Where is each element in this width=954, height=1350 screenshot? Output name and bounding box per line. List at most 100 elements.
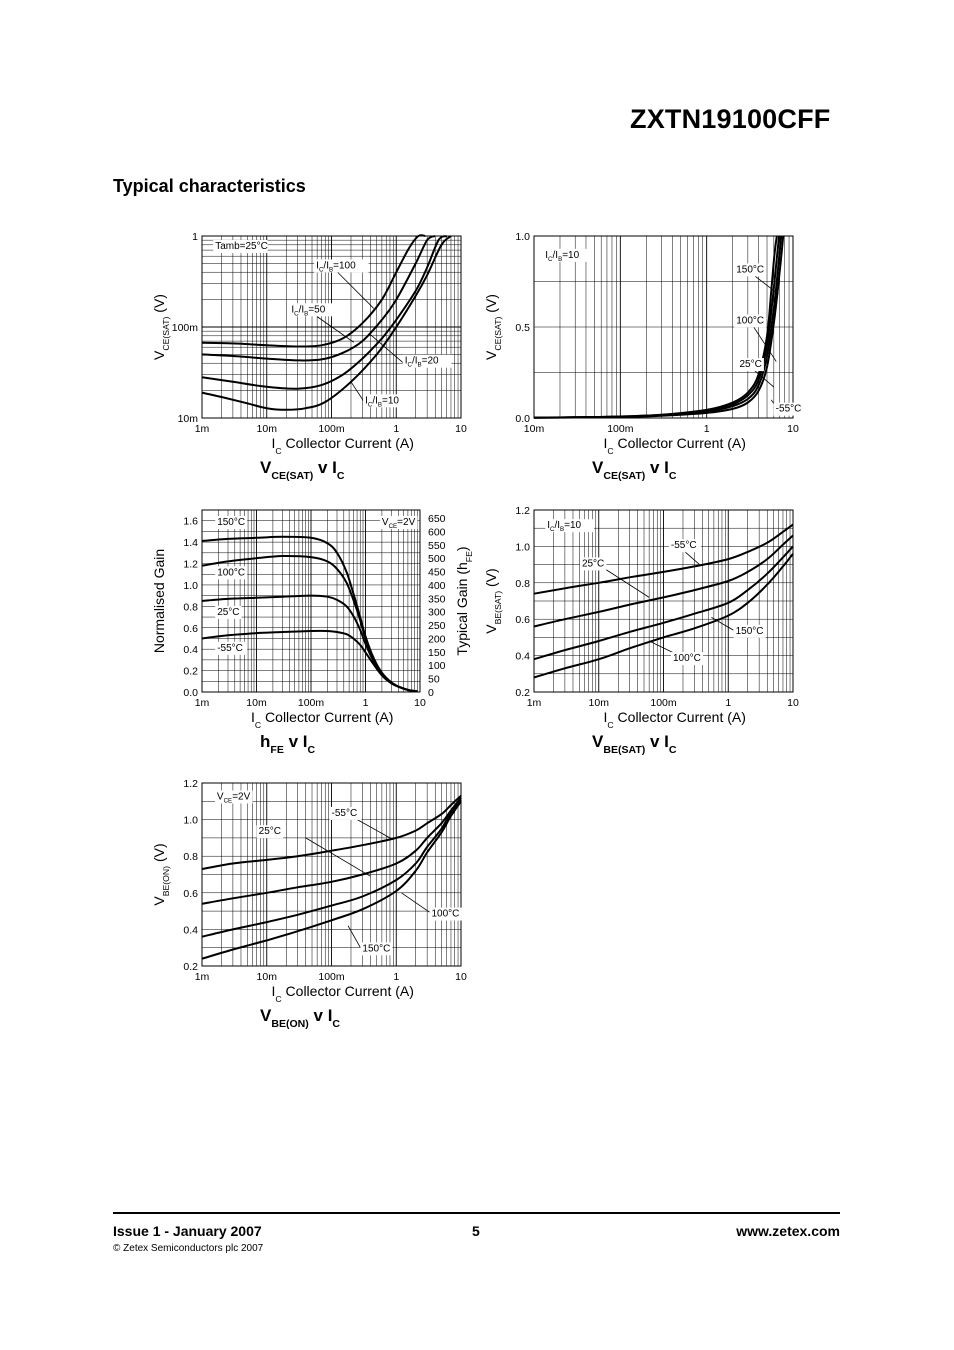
x-tick-label: 1m <box>195 971 210 983</box>
y-tick-label: 1.0 <box>515 541 530 553</box>
x-tick-label: 100m <box>318 423 345 435</box>
annotation-label: IC/IB=20 <box>405 356 439 369</box>
x-tick-label: 100m <box>650 697 677 709</box>
x-tick-label: 10m <box>257 971 278 983</box>
chart-caption: VBE(SAT) v IC <box>592 732 677 756</box>
annotation-label: 150°C <box>362 943 390 954</box>
y-tick-label: 0.2 <box>183 961 198 973</box>
y2-tick-label: 200 <box>428 633 446 645</box>
y2-tick-label: 250 <box>428 620 446 632</box>
series-line-100-c <box>533 545 794 661</box>
annotation-bg <box>579 557 607 571</box>
y2-tick-label: 500 <box>428 553 446 565</box>
y-tick-label: 0.4 <box>515 651 530 663</box>
x-tick-label: 10 <box>414 697 426 709</box>
annotation-label: IC/IB=10 <box>547 520 581 533</box>
y-tick-label: 0.8 <box>183 601 198 613</box>
series-line-100-c <box>201 798 462 938</box>
annotation-label: 25°C <box>217 607 239 618</box>
x-tick-label: 100m <box>318 971 345 983</box>
annotation-bg <box>329 806 362 820</box>
y-tick-label: 1 <box>192 231 198 243</box>
series-line-ic-ib-50 <box>201 235 436 362</box>
annotation-leader <box>357 819 394 841</box>
y2-tick-label: 450 <box>428 567 446 579</box>
annotation-bg <box>737 358 764 372</box>
annotation-bg <box>670 652 703 666</box>
y-tick-label: 100m <box>172 322 199 334</box>
annotation-label: 100°C <box>217 567 245 578</box>
y2-tick-label: 150 <box>428 647 446 659</box>
annotation-bg <box>402 354 452 368</box>
series-line--55-c <box>201 795 462 870</box>
annotation-label: 150°C <box>217 517 245 528</box>
annotation-bg <box>215 641 248 655</box>
x-tick-label: 1 <box>393 423 399 435</box>
footer-copyright: © Zetex Semiconductors plc 2007 <box>113 1243 264 1254</box>
y2-tick-label: 650 <box>428 513 446 525</box>
annotation-label: -55°C <box>332 808 358 819</box>
y2-tick-label: 0 <box>428 687 434 699</box>
y-tick-label: 0.0 <box>183 687 198 699</box>
x-tick-label: 10 <box>787 697 799 709</box>
y-axis-label: VCE(SAT) (V) <box>483 294 503 360</box>
annotation-bg <box>734 263 767 277</box>
annotation-label: 25°C <box>739 359 761 370</box>
y-axis-label-group: VBE(ON) (V) <box>151 843 171 905</box>
x-tick-label: 1m <box>195 697 210 709</box>
y-tick-label: 10m <box>178 413 199 425</box>
page-number: 5 <box>472 1223 480 1239</box>
y-tick-label: 1.0 <box>515 231 530 243</box>
annotation-label: 150°C <box>736 264 764 275</box>
annotation-leader <box>305 837 371 877</box>
series-line-ic-ib-20 <box>201 235 448 390</box>
chart-caption: VCE(SAT) v IC <box>592 458 677 482</box>
x-axis-label: IC Collector Current (A) <box>272 983 414 1004</box>
annotation-bg <box>734 314 767 328</box>
x-axis-label: IC Collector Current (A) <box>251 709 393 730</box>
series-line--55-c <box>201 629 418 693</box>
series-line--55-c <box>533 235 785 419</box>
y-axis-label: Normalised Gain <box>151 549 167 653</box>
y-axis-label: VCE(SAT) (V) <box>151 294 171 360</box>
y2-tick-label: 400 <box>428 580 446 592</box>
annotation-leader <box>752 368 775 388</box>
x-axis-label: IC Collector Current (A) <box>604 709 746 730</box>
annotation-leader <box>752 273 779 295</box>
y-tick-label: 1.6 <box>183 516 198 528</box>
annotation-bg <box>256 825 284 839</box>
x-tick-label: 1m <box>527 697 542 709</box>
y-tick-label: 0.2 <box>183 666 198 678</box>
annotation-leader <box>711 617 734 631</box>
y-tick-label: 0.4 <box>183 644 198 656</box>
annotation-label: Tamb=25°C <box>215 241 268 252</box>
y-axis-label-group: VCE(SAT) (V) <box>483 294 503 360</box>
y-tick-label: 0.8 <box>515 578 530 590</box>
annotation-bg <box>214 790 253 804</box>
plot-frame <box>201 782 462 967</box>
annotation-bg <box>360 942 393 956</box>
y2-tick-label: 100 <box>428 660 446 672</box>
x-tick-label: 10 <box>455 971 467 983</box>
annotation-label: 100°C <box>431 909 459 920</box>
y-tick-label: 0.2 <box>515 687 530 699</box>
annotation-label: VCE=2V <box>217 791 251 804</box>
annotation-bg <box>668 539 701 553</box>
chart-caption: hFE v IC <box>260 732 315 756</box>
y-tick-label: 0.6 <box>515 614 530 626</box>
y-axis-label-group: VCE(SAT) (V) <box>151 294 171 360</box>
annotation-label: -55°C <box>776 404 802 415</box>
annotation-label: VCE=2V <box>382 517 416 530</box>
annotation-leader <box>401 892 431 914</box>
annotation-label: IC/IB=10 <box>365 395 399 408</box>
annotation-bg <box>289 303 339 317</box>
y2-tick-label: 550 <box>428 540 446 552</box>
y-tick-label: 1.4 <box>183 537 198 549</box>
x-tick-label: 10 <box>455 423 467 435</box>
y-tick-label: 1.0 <box>183 580 198 592</box>
y2-tick-label: 350 <box>428 593 446 605</box>
y2-tick-label: 50 <box>428 674 440 686</box>
annotation-bg <box>379 515 418 529</box>
